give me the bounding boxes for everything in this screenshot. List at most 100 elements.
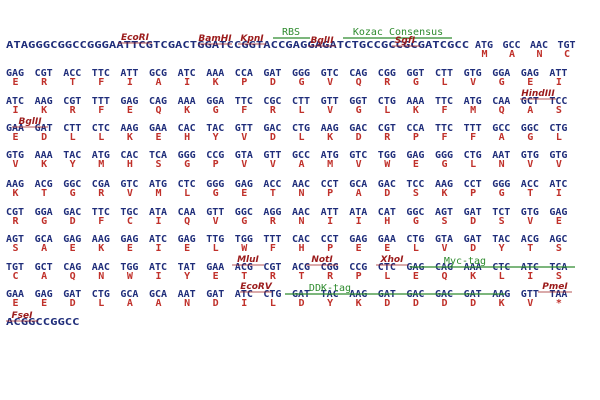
amino-acid: K (12, 188, 18, 199)
amino-acid: A (298, 159, 304, 170)
codon: GAG (235, 179, 253, 190)
amino-acid: P (356, 271, 362, 282)
codon: ATC (235, 289, 253, 300)
codon: GAA (6, 289, 24, 300)
codon: ATC (178, 68, 196, 79)
amino-acid: V (327, 77, 333, 88)
amino-acid: G (298, 77, 304, 88)
amino-acid: E (12, 132, 18, 143)
codon: TAC (206, 123, 224, 134)
codon: TGG (378, 150, 396, 161)
amino-acid: W (384, 159, 391, 170)
restriction-site: EcoRV (240, 282, 273, 292)
codon: GCT (521, 96, 539, 107)
codon: CGT (263, 262, 281, 273)
codon: GAG (521, 68, 539, 79)
codon: GAA (378, 234, 396, 245)
codon: AAG (92, 234, 110, 245)
restriction-site: BglII (18, 117, 42, 127)
codon: CTG (378, 96, 396, 107)
amino-acid: T (298, 271, 304, 282)
codon: AAA (206, 68, 224, 79)
amino-acid: H (384, 216, 390, 227)
codon: GAT (63, 289, 81, 300)
codon: CAA (492, 96, 510, 107)
codon: ATC (549, 179, 567, 190)
codon: TCC (406, 179, 424, 190)
amino-acid: A (356, 188, 362, 199)
amino-acid: A (527, 105, 533, 116)
amino-acid: C (127, 216, 133, 227)
amino-acid: V (12, 159, 18, 170)
amino-acid: R (41, 77, 48, 88)
amino-acid: T (527, 188, 533, 199)
amino-acid: R (270, 105, 277, 116)
restriction-site: BamHI (198, 34, 232, 44)
amino-acid: L (470, 159, 476, 170)
amino-acid: T (527, 243, 533, 254)
amino-acid: Y (70, 159, 76, 170)
amino-acid: P (413, 132, 419, 143)
restriction-site: XhoI (380, 255, 405, 265)
codon: CCA (235, 68, 253, 79)
codon: GAG (35, 289, 53, 300)
amino-acid: D (270, 77, 276, 88)
codon: AGT (435, 207, 453, 218)
codon: AAC (92, 262, 110, 273)
codon: ATA (349, 207, 367, 218)
codon: GCT (35, 262, 53, 273)
codon: GTG (521, 150, 539, 161)
codon: GTT (521, 289, 539, 300)
codon: GTG (521, 207, 539, 218)
amino-acid: L (384, 105, 390, 116)
codon: CTC (378, 262, 396, 273)
codon: GGG (435, 150, 453, 161)
amino-acid: C (564, 49, 570, 60)
amino-acid: V (470, 77, 476, 88)
codon: ATG (92, 150, 110, 161)
amino-acid: D (470, 298, 476, 309)
amino-acid: I (356, 216, 362, 227)
amino-acid: E (41, 298, 47, 309)
amino-acid: S (413, 188, 419, 199)
amino-acid: R (270, 216, 277, 227)
codon: TAA (549, 289, 567, 300)
amino-acid: V (327, 105, 333, 116)
codon: ATC (149, 234, 167, 245)
amino-acid: S (441, 216, 447, 227)
amino-acid: F (98, 105, 104, 116)
amino-acid: Y (327, 298, 333, 309)
amino-acid: G (499, 77, 505, 88)
amino-acid: L (413, 243, 419, 254)
amino-acid: E (70, 243, 76, 254)
amino-acid: N (98, 271, 104, 282)
amino-acid: M (327, 159, 333, 170)
codon: CAG (349, 68, 367, 79)
dna-sequence: ATAGGGCGGCCGGGAATTCGTCGACTGGATCCGGTACCGA… (6, 40, 469, 51)
codon: CAA (178, 207, 196, 218)
amino-acid: K (184, 105, 190, 116)
amino-acid: N (499, 159, 505, 170)
amino-acid: L (213, 243, 219, 254)
amino-acid: P (470, 188, 476, 199)
codon: GAT (263, 68, 281, 79)
codon: GAG (6, 68, 24, 79)
amino-acid: A (509, 49, 515, 60)
amino-acid: Q (155, 105, 161, 116)
amino-acid: V (127, 188, 133, 199)
codon: CTT (435, 68, 453, 79)
amino-acid: A (41, 271, 47, 282)
amino-acid: D (384, 188, 390, 199)
codon: GAG (63, 234, 81, 245)
amino-acid: D (213, 298, 219, 309)
codon: TTC (435, 123, 453, 134)
amino-acid: L (556, 132, 562, 143)
codon: GAC (378, 179, 396, 190)
amino-acid: Q (184, 216, 190, 227)
codon: GGC (63, 179, 81, 190)
amino-acid: E (12, 77, 18, 88)
amino-acid: E (127, 105, 133, 116)
codon: ATT (549, 68, 567, 79)
codon: GTT (321, 96, 339, 107)
codon: GGC (521, 123, 539, 134)
